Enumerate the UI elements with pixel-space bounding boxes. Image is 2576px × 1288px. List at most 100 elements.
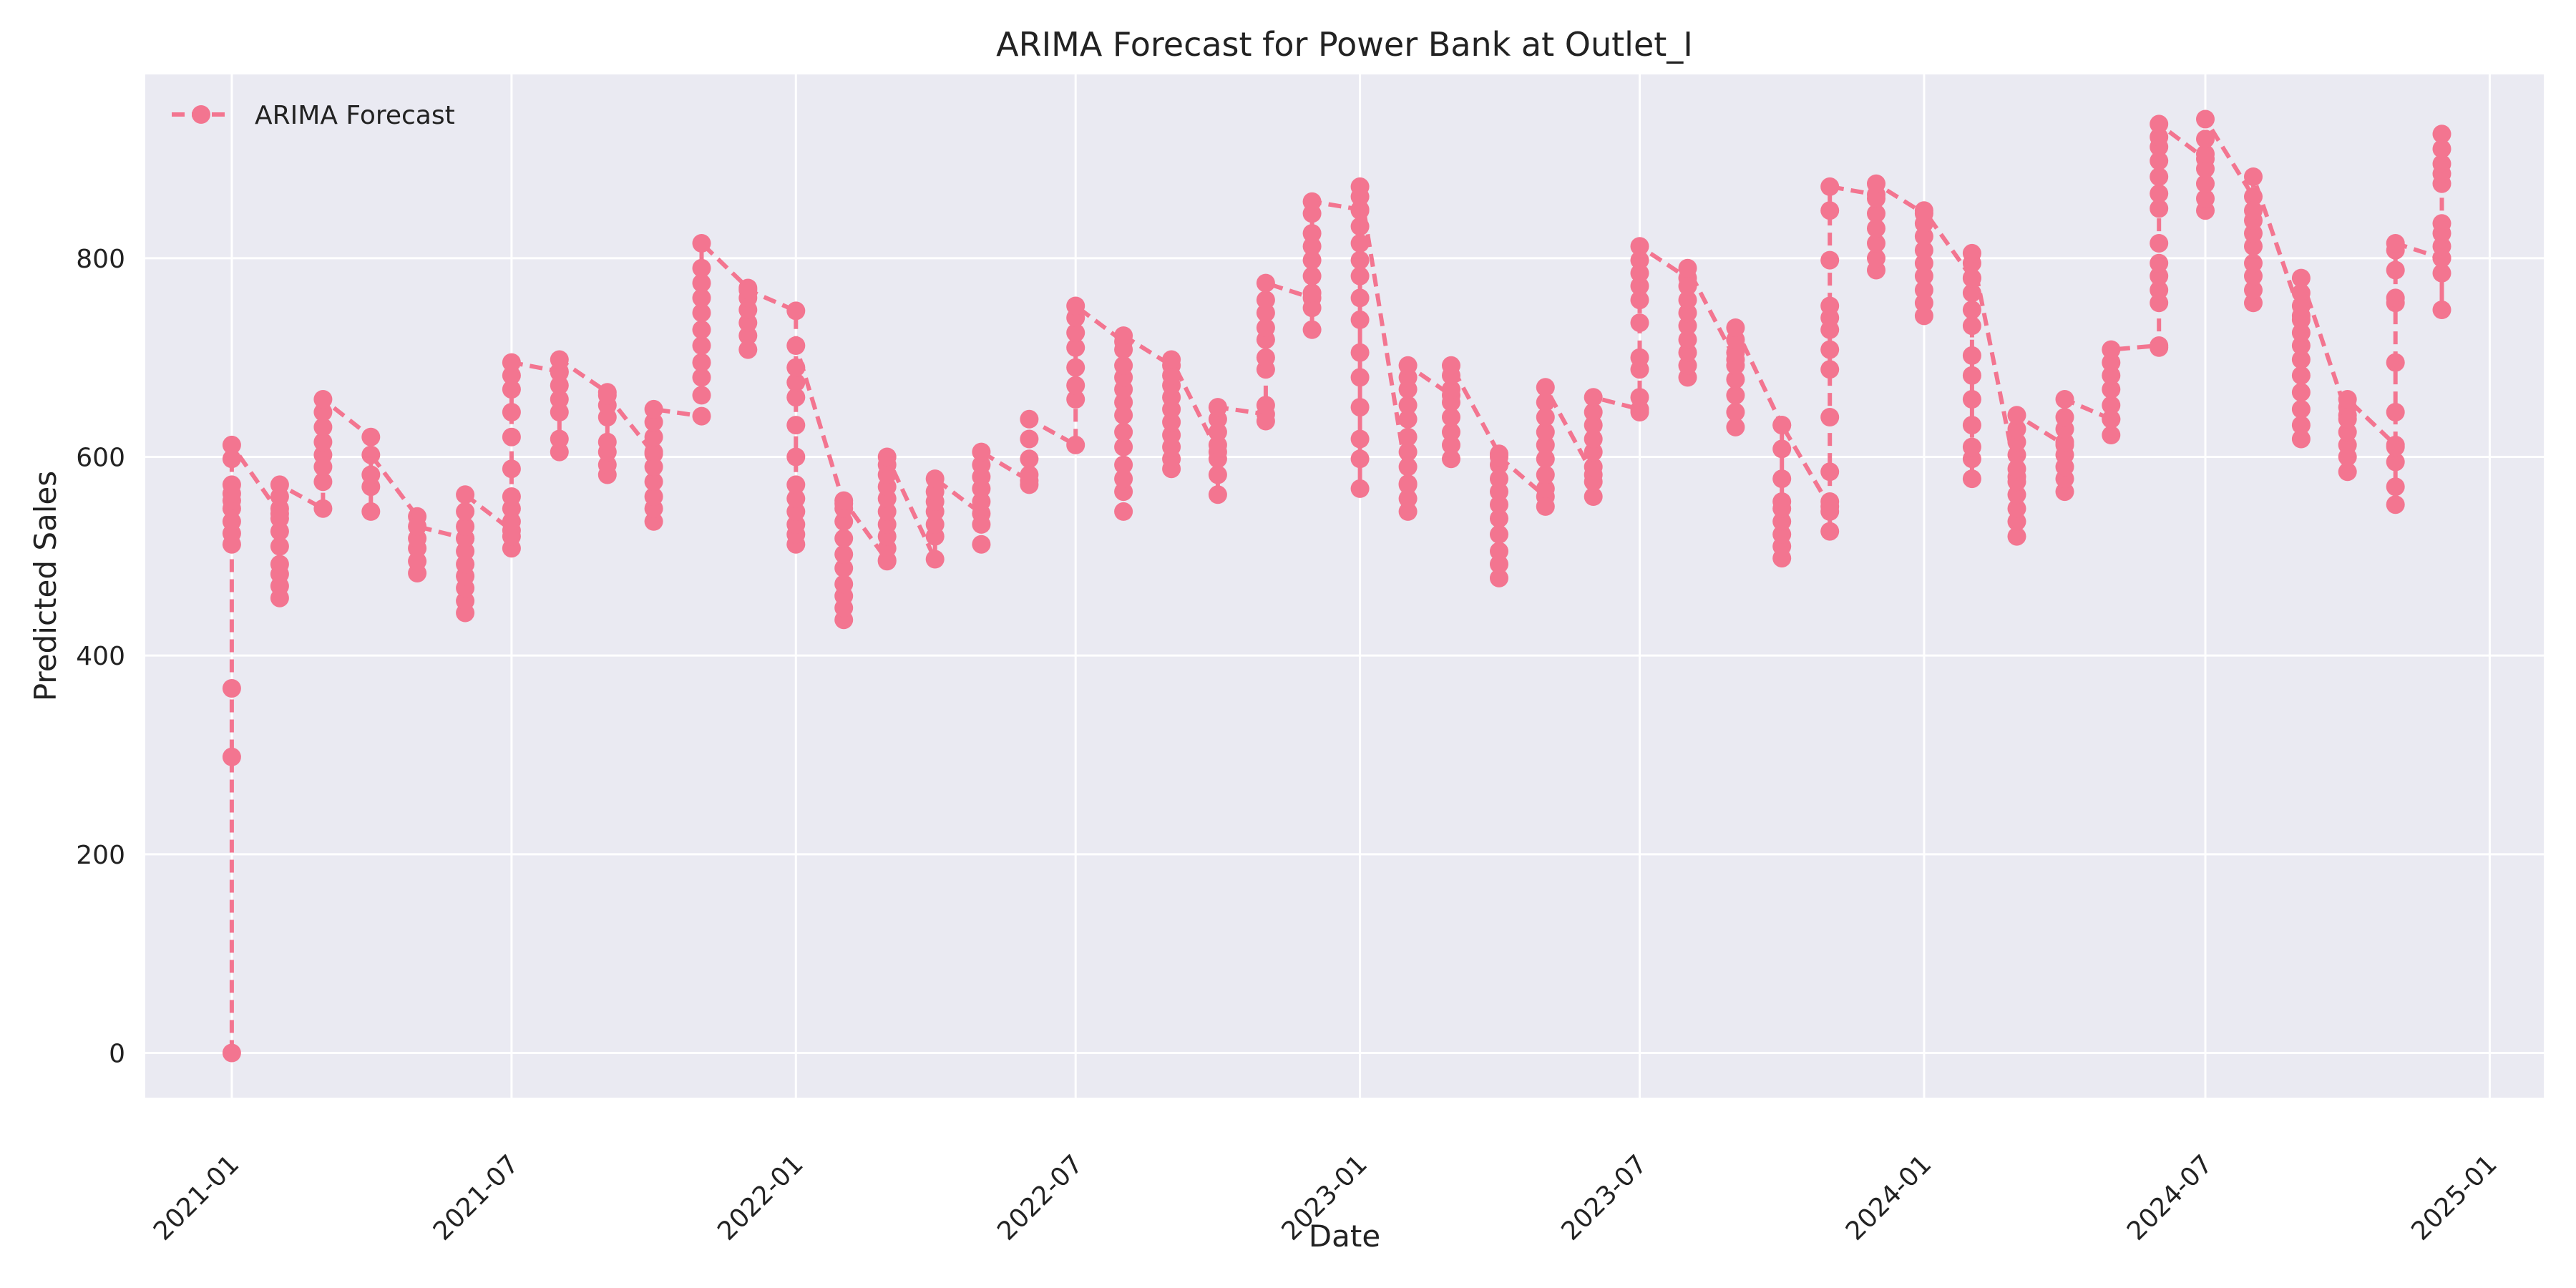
data-point <box>1114 502 1133 521</box>
data-point <box>644 427 663 447</box>
data-point <box>1678 356 1697 375</box>
data-point <box>786 416 806 435</box>
data-point <box>1584 472 1603 492</box>
data-point <box>1350 479 1370 498</box>
data-point <box>1914 280 1933 300</box>
data-point <box>2291 383 2311 402</box>
data-point <box>1772 416 1792 435</box>
data-point <box>1066 358 1085 377</box>
data-point <box>1066 390 1085 409</box>
data-point <box>1820 462 1840 482</box>
data-point <box>1630 237 1649 256</box>
data-point <box>1820 340 1840 359</box>
data-point <box>2291 310 2311 329</box>
data-point <box>2386 437 2405 457</box>
data-point <box>2432 301 2451 319</box>
data-point <box>1867 204 1885 223</box>
data-point <box>1678 343 1697 362</box>
data-point <box>313 432 333 452</box>
data-point <box>550 376 569 395</box>
data-point <box>692 273 711 293</box>
data-point <box>456 555 475 574</box>
plot-area <box>145 74 2544 1098</box>
data-point <box>925 514 945 534</box>
data-point <box>1772 492 1792 511</box>
data-point <box>2244 167 2263 186</box>
data-point <box>1962 243 1981 263</box>
data-point <box>1398 356 1418 375</box>
data-point <box>2291 429 2311 449</box>
data-point <box>361 465 381 484</box>
data-point <box>786 358 806 377</box>
data-point <box>1350 266 1370 286</box>
data-point <box>1208 422 1227 441</box>
data-point <box>1114 455 1133 474</box>
data-point <box>1350 250 1370 270</box>
data-point <box>313 417 333 436</box>
data-point <box>1302 320 1322 339</box>
data-point <box>1584 388 1603 407</box>
data-point <box>1726 343 1745 362</box>
data-point <box>1162 366 1181 385</box>
data-point <box>2150 167 2169 186</box>
data-point <box>1350 234 1370 253</box>
data-point <box>1256 411 1275 431</box>
data-point <box>1536 465 1555 484</box>
data-point <box>1867 248 1885 268</box>
data-point <box>1584 457 1603 477</box>
data-point <box>313 472 333 492</box>
data-point <box>2055 445 2074 464</box>
data-point <box>692 303 711 323</box>
data-point <box>313 499 333 518</box>
data-point <box>1630 250 1649 270</box>
data-point <box>644 399 663 419</box>
data-point <box>2196 174 2215 193</box>
data-point <box>2196 189 2215 208</box>
data-point <box>1442 408 1460 426</box>
legend-entry-arima-forecast: ARIMA Forecast <box>255 101 455 130</box>
data-point <box>877 552 897 571</box>
data-point <box>550 403 569 421</box>
data-point <box>877 514 897 534</box>
data-point <box>2338 422 2357 441</box>
data-point <box>1962 390 1981 409</box>
data-point <box>644 512 663 531</box>
data-point <box>2338 390 2357 409</box>
data-point <box>2007 432 2026 452</box>
data-point <box>1678 258 1697 278</box>
data-point <box>1914 266 1933 286</box>
data-point <box>692 234 711 253</box>
legend: ARIMA Forecast <box>172 101 455 130</box>
data-point <box>1914 214 1933 233</box>
data-point <box>1208 435 1227 454</box>
data-point <box>222 1043 241 1063</box>
data-point <box>1066 376 1085 395</box>
data-point <box>786 388 806 407</box>
data-point <box>1442 449 1460 469</box>
data-point <box>834 512 854 531</box>
data-point <box>2102 340 2121 359</box>
data-point <box>925 550 945 569</box>
data-point <box>1208 398 1227 417</box>
data-point <box>2386 452 2405 472</box>
data-point <box>692 320 711 339</box>
data-point <box>2244 201 2263 220</box>
data-point <box>834 559 854 577</box>
data-point <box>692 368 711 387</box>
data-point <box>1584 429 1603 449</box>
data-point <box>2291 350 2311 369</box>
data-point <box>1678 291 1697 310</box>
data-point <box>1256 396 1275 415</box>
data-point <box>786 514 806 534</box>
data-point <box>2432 125 2451 144</box>
data-point <box>692 353 711 372</box>
data-point <box>1820 522 1840 541</box>
data-point <box>1914 240 1933 260</box>
data-point <box>456 485 475 504</box>
data-point <box>270 522 289 541</box>
data-point <box>597 386 617 405</box>
data-point <box>313 403 333 421</box>
data-point <box>2102 426 2121 444</box>
data-point <box>1678 276 1697 296</box>
data-point <box>2196 109 2215 129</box>
